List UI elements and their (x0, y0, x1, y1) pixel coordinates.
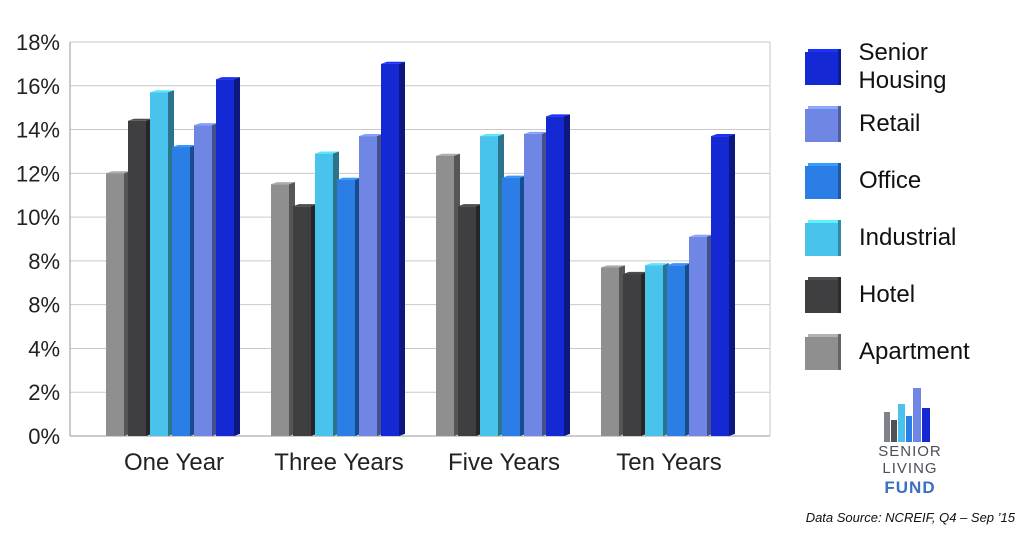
data-source-note: Data Source: NCREIF, Q4 – Sep ’15 (805, 510, 1015, 525)
x-category-label: Three Years (274, 449, 403, 476)
bar-office-one-year (172, 144, 196, 437)
bar-retail-five-years (524, 131, 548, 437)
bar-apartment-five-years (436, 153, 460, 437)
legend-label: Apartment (859, 337, 970, 365)
legend-item-industrial: Industrial (805, 209, 1020, 266)
bar-industrial-ten-years (645, 263, 669, 436)
legend-label: Office (859, 166, 922, 194)
legend-swatch (805, 333, 841, 370)
bar-industrial-five-years (480, 134, 504, 436)
y-tick-label: 10% (16, 205, 60, 230)
bar-hotel-three-years (293, 204, 317, 436)
legend-item-senior-housing: Senior Housing (805, 38, 1020, 95)
bar-hotel-ten-years (623, 271, 647, 436)
bar-office-five-years (502, 175, 526, 436)
logo-text-living: LIVING (882, 460, 938, 477)
bar-retail-three-years (359, 134, 383, 436)
bar-retail-ten-years (689, 234, 713, 436)
legend-swatch (805, 276, 841, 313)
y-axis-ticks: 0% 2% 4% 8% 8% 10% 12% 14% 16% 18% (16, 30, 60, 449)
logo-text-fund: FUND (884, 478, 936, 497)
y-tick-label: 18% (16, 30, 60, 55)
y-tick-label: 0% (28, 424, 60, 449)
y-tick-label: 16% (16, 74, 60, 99)
bar-industrial-three-years (315, 151, 339, 437)
legend-item-apartment: Apartment (805, 323, 1020, 380)
x-axis-categories: One Year Three Years Five Years Ten Years (124, 449, 722, 476)
bar-senior-housing-three-years (381, 61, 405, 437)
legend-item-office: Office (805, 152, 1020, 209)
chart-area: 0% 2% 4% 8% 8% 10% 12% 14% 16% 18% One Year Three … (16, 30, 771, 476)
y-tick-label: 12% (16, 161, 60, 186)
legend-label: Retail (859, 109, 921, 137)
legend-swatch (805, 162, 841, 199)
bar-apartment-ten-years (601, 265, 625, 436)
bar-hotel-one-year (128, 118, 152, 437)
bar-senior-housing-one-year (216, 77, 240, 436)
x-category-label: Ten Years (616, 449, 721, 476)
legend: Senior Housing Retail Office Industrial Hote… (805, 38, 1020, 380)
y-tick-label: 2% (28, 380, 60, 405)
bar-hotel-five-years (458, 204, 482, 436)
bar-senior-housing-five-years (546, 114, 570, 437)
legend-swatch (805, 48, 841, 85)
bar-apartment-one-year (106, 171, 130, 437)
bar-office-three-years (337, 177, 361, 437)
y-tick-label: 14% (16, 118, 60, 143)
logo-text-senior: SENIOR (878, 443, 942, 460)
logo-bars-icon (884, 388, 930, 442)
senior-living-fund-logo: SENIOR LIVING FUND (870, 386, 950, 498)
legend-label: Senior Housing (858, 38, 947, 94)
bar-retail-one-year (194, 123, 218, 437)
legend-label: Hotel (859, 280, 916, 308)
y-tick-label: 4% (28, 336, 60, 361)
legend-item-retail: Retail (805, 95, 1020, 152)
bar-apartment-three-years (271, 182, 295, 436)
legend-label: Industrial (859, 223, 957, 251)
x-category-label: Five Years (448, 449, 560, 476)
bar-industrial-one-year (150, 90, 174, 436)
legend-swatch (805, 219, 841, 256)
y-tick-label: 8% (28, 293, 60, 318)
y-tick-label: 8% (28, 249, 60, 274)
bar-senior-housing-ten-years (711, 134, 735, 436)
legend-item-hotel: Hotel (805, 266, 1020, 323)
bar-office-ten-years (667, 263, 691, 436)
x-category-label: One Year (124, 449, 224, 476)
bars (106, 61, 735, 437)
legend-swatch (805, 105, 841, 142)
